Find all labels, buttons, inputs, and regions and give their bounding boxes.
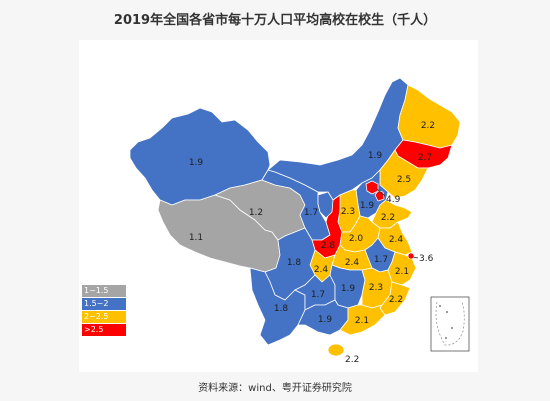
value-label-jilin: 2.7 bbox=[418, 153, 432, 163]
legend-item-1-1.5: 1~1.5 bbox=[82, 285, 126, 297]
value-label-hainan: 2.2 bbox=[345, 355, 359, 365]
beijing-leader-line bbox=[376, 188, 386, 197]
value-label-xinjiang: 1.9 bbox=[189, 158, 204, 168]
value-label-sichuan: 1.8 bbox=[287, 258, 302, 268]
legend-label: 1~1.5 bbox=[84, 286, 109, 295]
region-taiwan bbox=[408, 301, 418, 323]
value-label-inner-mongolia: 1.9 bbox=[368, 151, 383, 161]
value-label-guangxi: 1.9 bbox=[318, 315, 333, 325]
value-label-yunnan: 1.8 bbox=[274, 304, 289, 314]
value-label-gansu: 1.7 bbox=[304, 208, 318, 218]
shanghai-leader-line bbox=[412, 256, 419, 259]
region-guangdong bbox=[339, 304, 386, 336]
value-label-chongqing: 2.4 bbox=[314, 265, 329, 275]
value-label-shanxi: 2.3 bbox=[341, 207, 355, 217]
value-label-guangdong: 2.1 bbox=[355, 316, 369, 326]
value-label-anhui: 1.7 bbox=[374, 255, 388, 265]
value-label-henan: 2.0 bbox=[349, 234, 364, 244]
value-label-shandong: 2.2 bbox=[381, 213, 395, 223]
value-label-guizhou: 1.7 bbox=[311, 290, 325, 300]
source-note: 资料来源：wind、粤开证券研究院 bbox=[198, 383, 352, 394]
value-label-jiangxi: 2.3 bbox=[369, 283, 383, 293]
inset-boundary-line bbox=[435, 301, 465, 346]
value-label-tibet: 1.1 bbox=[189, 233, 203, 243]
value-label-jiangsu: 2.4 bbox=[389, 235, 404, 245]
value-label-shanghai: 3.6 bbox=[419, 254, 434, 264]
region-ningxia bbox=[317, 191, 334, 219]
region-xinjiang bbox=[129, 107, 271, 206]
value-label-heilongjiang: 2.2 bbox=[421, 121, 435, 131]
south-china-sea-inset bbox=[430, 296, 470, 352]
region-hainan bbox=[327, 343, 345, 357]
inset-island-dot bbox=[446, 311, 448, 313]
region-heilongjiang bbox=[397, 84, 461, 149]
inset-island-dot bbox=[445, 337, 447, 339]
value-label-zhejiang: 2.1 bbox=[395, 267, 409, 277]
region-shanghai bbox=[407, 252, 415, 260]
legend-item-2-2.5: 2~2.5 bbox=[82, 311, 126, 323]
legend-item-1.5-2: 1.5~2 bbox=[82, 298, 126, 310]
value-label-shaanxi: 2.8 bbox=[321, 241, 336, 251]
value-label-beijing: 4.9 bbox=[386, 195, 401, 205]
map-title: 2019年全国各省市每十万人口平均高校在校生（千人） bbox=[113, 13, 437, 28]
value-label-hebei: 1.9 bbox=[360, 201, 375, 211]
value-label-liaoning: 2.5 bbox=[397, 175, 411, 185]
legend-label: >2.5 bbox=[84, 325, 104, 334]
inset-island-dot bbox=[451, 327, 453, 329]
value-label-fujian: 2.2 bbox=[389, 295, 403, 305]
legend: 1~1.5 1.5~2 2~2.5 >2.5 bbox=[82, 285, 126, 337]
inset-island-dot bbox=[439, 305, 441, 307]
value-label-hunan: 1.9 bbox=[341, 284, 356, 294]
legend-label: 1.5~2 bbox=[84, 299, 109, 308]
value-label-hubei: 2.4 bbox=[345, 258, 360, 268]
inset-frame bbox=[430, 296, 470, 352]
legend-item-over-2.5: >2.5 bbox=[82, 324, 126, 336]
value-label-qinghai: 1.2 bbox=[249, 208, 263, 218]
legend-label: 2~2.5 bbox=[84, 312, 109, 321]
